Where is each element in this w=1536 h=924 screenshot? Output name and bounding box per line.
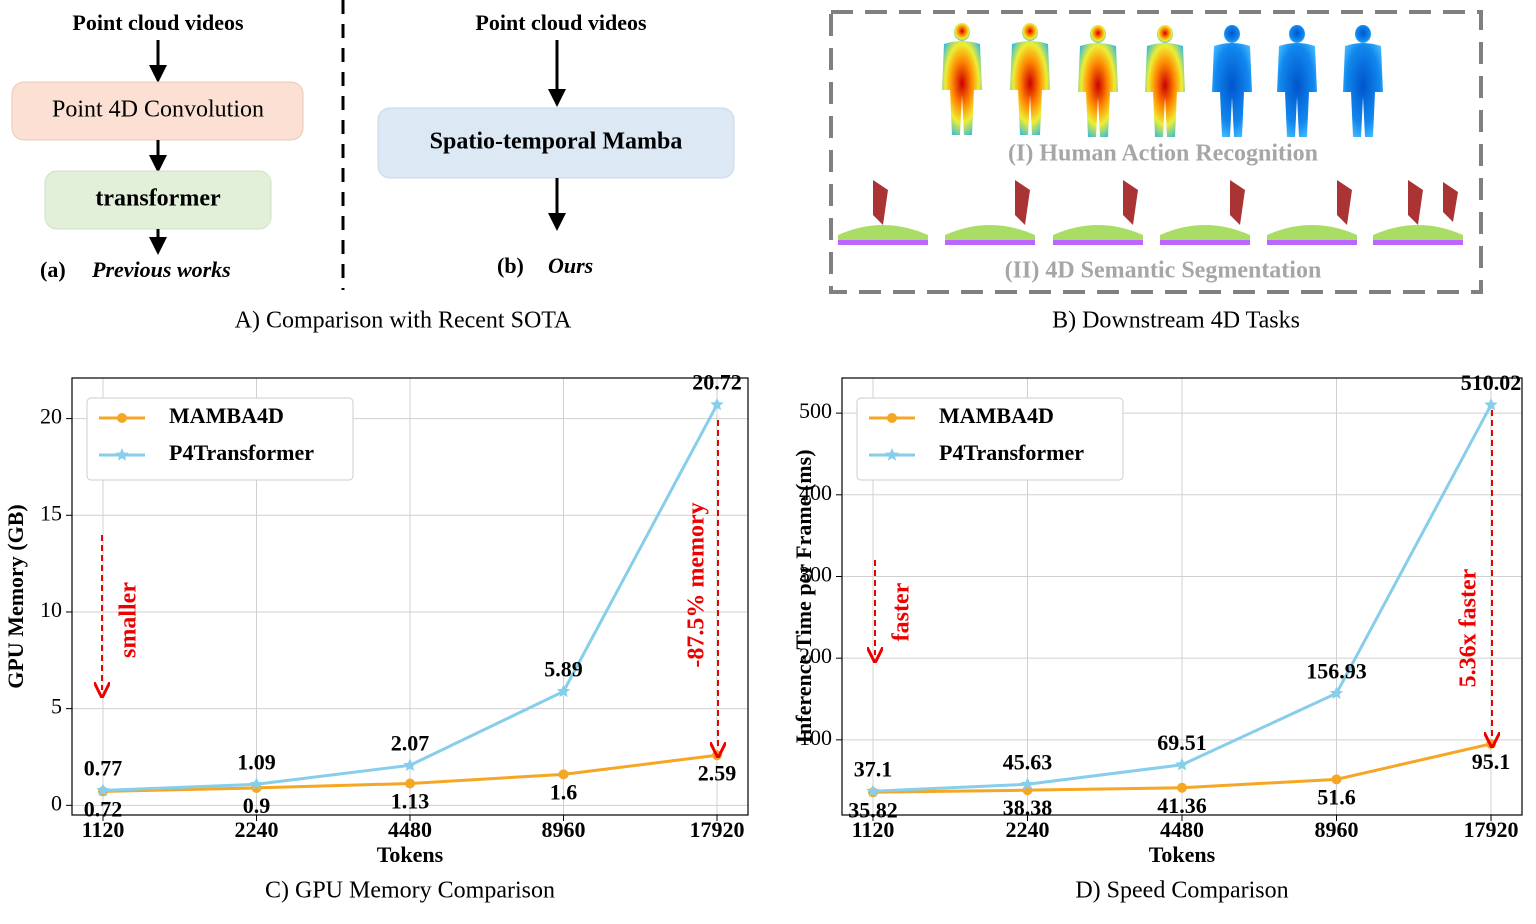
data-label: 45.63 <box>1003 749 1053 774</box>
y-tick-label: 500 <box>799 398 832 423</box>
x-tick-label: 4480 <box>1160 817 1204 842</box>
data-label: 35.82 <box>848 797 898 822</box>
marker <box>1331 774 1342 785</box>
data-label: 510.02 <box>1461 370 1522 395</box>
method-label: Previous works <box>91 257 231 282</box>
x-tick-label: 2240 <box>1006 817 1050 842</box>
scene-clouds <box>838 180 1463 245</box>
legend-label: MAMBA4D <box>169 403 284 428</box>
mamba-label: Spatio-temporal Mamba <box>430 129 683 155</box>
task-label: (II) 4D Semantic Segmentation <box>1005 258 1322 284</box>
conv-label: Point 4D Convolution <box>52 97 264 123</box>
data-label: 0.9 <box>243 793 271 818</box>
data-label: 51.6 <box>1317 784 1356 809</box>
panel-caption: B) Downstream 4D Tasks <box>1052 308 1300 334</box>
marker <box>403 758 417 771</box>
marker <box>866 784 880 797</box>
legend-label: MAMBA4D <box>939 403 1054 428</box>
human-clouds <box>942 23 1383 137</box>
data-label: 95.1 <box>1472 749 1511 774</box>
data-label: 37.1 <box>854 756 893 781</box>
annotation: smaller <box>116 582 142 658</box>
x-tick-label: 17920 <box>690 817 745 842</box>
legend-marker <box>887 413 897 423</box>
marker <box>405 778 415 789</box>
y-tick-label: 400 <box>799 480 832 505</box>
data-label: 0.77 <box>84 755 123 780</box>
annotation: -87.5% memory <box>684 502 710 667</box>
marker <box>1329 686 1344 699</box>
chart-title: D) Speed Comparison <box>1075 878 1288 904</box>
data-label: 2.59 <box>698 760 737 785</box>
y-tick-label: 300 <box>799 562 832 587</box>
method-label: Ours <box>548 253 593 278</box>
plot-frame <box>841 377 1523 816</box>
marker <box>1486 738 1496 749</box>
y-axis-label: GPU Memory (GB) <box>3 504 28 689</box>
task-label: (I) Human Action Recognition <box>1008 141 1318 167</box>
x-axis-label: Tokens <box>1149 842 1216 867</box>
data-label: 1.6 <box>550 779 578 804</box>
legend-marker <box>115 448 129 461</box>
data-label: 41.36 <box>1157 793 1207 818</box>
tasks-frame <box>829 10 1483 294</box>
legend-marker <box>117 413 127 423</box>
data-label: 1.09 <box>237 749 276 774</box>
y-tick-label: 20 <box>40 404 62 429</box>
data-label: 38.38 <box>1003 795 1053 820</box>
marker <box>1175 757 1189 771</box>
marker <box>96 783 110 797</box>
data-label: 0.72 <box>84 796 123 821</box>
x-tick-label: 8960 <box>542 817 586 842</box>
tag: (b) <box>497 253 524 278</box>
marker <box>556 684 571 698</box>
x-tick-label: 17920 <box>1464 817 1519 842</box>
marker <box>249 777 264 790</box>
marker <box>558 769 569 780</box>
legend-marker <box>885 448 899 461</box>
annotation: 5.36x faster <box>1456 568 1482 687</box>
y-tick-label: 0 <box>51 790 62 815</box>
x-tick-label: 4480 <box>388 817 432 842</box>
y-axis-label: Inference Time per Frame (ms) <box>791 449 816 743</box>
annotation: faster <box>889 582 915 641</box>
y-tick-label: 100 <box>799 725 832 750</box>
y-tick-label: 15 <box>40 500 62 525</box>
tag: (a) <box>40 257 66 282</box>
chart-title: C) GPU Memory Comparison <box>265 878 555 904</box>
x-tick-label: 1120 <box>852 817 895 842</box>
data-label: 2.07 <box>391 730 430 755</box>
x-tick-label: 2240 <box>235 817 279 842</box>
data-label: 1.13 <box>391 789 430 814</box>
y-tick-label: 200 <box>799 643 832 668</box>
marker <box>710 397 724 411</box>
data-label: 156.93 <box>1306 658 1367 683</box>
y-tick-label: 10 <box>40 597 62 622</box>
x-axis-label: Tokens <box>377 842 444 867</box>
legend-label: P4Transformer <box>939 440 1084 465</box>
data-label: 5.89 <box>544 656 583 681</box>
legend-label: P4Transformer <box>169 440 314 465</box>
input-label: Point cloud videos <box>475 10 647 35</box>
marker <box>1020 777 1035 790</box>
marker <box>712 750 722 761</box>
data-label: 20.72 <box>692 370 742 395</box>
marker <box>1484 397 1498 411</box>
marker <box>1177 782 1187 793</box>
plot-frame <box>71 377 749 816</box>
x-tick-label: 1120 <box>82 817 125 842</box>
legend-box <box>856 397 1124 481</box>
input-label: Point cloud videos <box>72 10 244 35</box>
x-tick-label: 8960 <box>1315 817 1359 842</box>
data-label: 69.51 <box>1157 730 1207 755</box>
panel-caption: A) Comparison with Recent SOTA <box>235 308 572 334</box>
y-tick-label: 5 <box>51 694 62 719</box>
transformer-label: transformer <box>95 186 221 212</box>
legend-box <box>86 397 354 481</box>
